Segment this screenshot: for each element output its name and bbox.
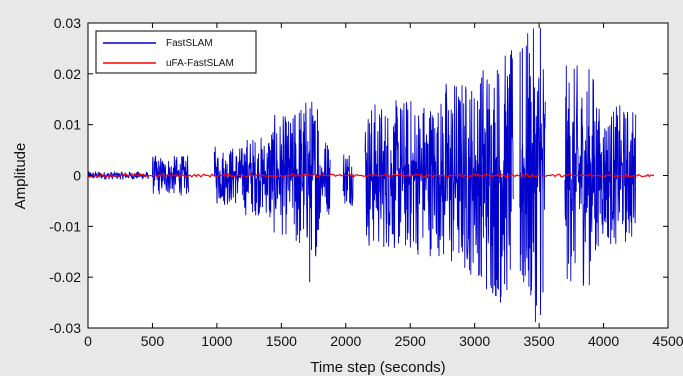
legend-label-ufa-fastslam: uFA-FastSLAM [166,58,234,69]
y-tick-label: -0.01 [49,218,81,234]
x-tick-label: 2500 [395,333,426,349]
y-tick-label: 0.03 [54,15,81,31]
x-tick-label: 3000 [459,333,490,349]
series-segment [564,65,598,286]
series-segment [242,137,269,216]
series-segment [396,101,443,257]
x-tick-label: 4000 [588,333,619,349]
ticks-layer: 0 500 1000 1500 2000 2500 3000 3500 4000 4500 -0.0… [49,15,683,349]
x-axis-label: Time step (seconds) [310,359,445,376]
x-tick-label: 1000 [201,333,232,349]
series-segment [364,100,398,249]
x-tick-label: 500 [141,333,165,349]
series-segment [87,173,655,178]
y-tick-label: 0.01 [54,117,81,133]
series-segment [596,105,637,247]
legend-box [95,30,257,74]
x-tick-label: 2000 [330,333,361,349]
y-tick-label: -0.02 [49,269,81,285]
x-tick-label: 0 [84,333,92,349]
series-segment [441,83,482,277]
series-ufa-fastslam [87,173,655,178]
series-segment [267,114,295,235]
y-axis-label: Amplitude [12,143,29,210]
series-segment [342,154,354,207]
x-tick-label: 1500 [266,333,297,349]
x-tick-label: 4500 [652,333,683,349]
series-segment [519,28,546,323]
y-tick-label: 0.02 [54,66,81,82]
series-segment [151,155,189,196]
series-segment [319,142,331,215]
series-segment [293,101,321,257]
y-tick-label: -0.03 [49,320,81,336]
series-fastslam [87,28,637,323]
series-layer [87,28,655,323]
y-tick-label: 0 [73,168,81,184]
series-segment [213,146,243,205]
legend: FastSLAM uFA-FastSLAM [95,30,257,74]
x-tick-label: 3500 [524,333,555,349]
legend-label-fastslam: FastSLAM [166,38,213,49]
